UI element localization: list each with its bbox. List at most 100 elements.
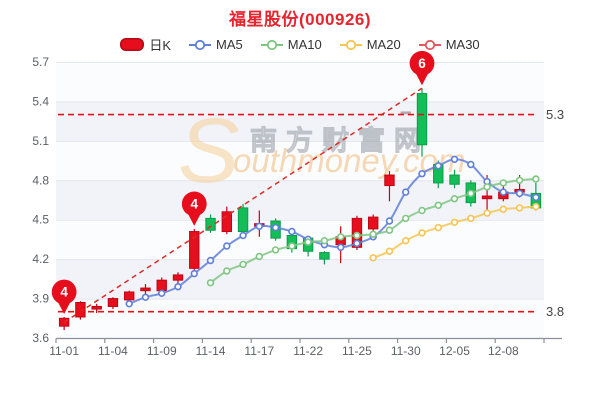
ma5-point: [532, 193, 540, 202]
y-axis-label: 5.4: [32, 94, 49, 108]
ma-line-marker-icon: [339, 39, 362, 50]
candle: [189, 231, 200, 269]
x-axis-label: 11-04: [98, 344, 128, 358]
candlestick-series: [58, 88, 542, 331]
ma-line-marker-icon: [189, 39, 212, 50]
ma10-point: [418, 206, 426, 215]
ma10-point: [271, 246, 280, 254]
candle: [58, 317, 70, 327]
ma5-point: [255, 222, 263, 231]
ma5-point: [450, 155, 459, 164]
band: [56, 62, 544, 102]
candle: [498, 191, 509, 200]
watermark-cn-text: 南方财富网: [250, 125, 430, 156]
ma20-point: [450, 218, 459, 227]
candle: [481, 195, 493, 200]
ma10-point: [255, 252, 263, 261]
ma5-point: [483, 177, 491, 186]
ma10-point: [337, 233, 345, 241]
x-axis-label: 11-30: [391, 344, 421, 358]
candle: [205, 217, 216, 231]
ma10-point: [369, 230, 377, 238]
legend-label: MA30: [445, 37, 480, 52]
ma5-point: [158, 289, 166, 297]
ma10-point: [385, 226, 394, 234]
ma10-point: [206, 279, 215, 287]
legend-item-MA20[interactable]: MA20: [339, 37, 401, 52]
ma5-point: [320, 241, 329, 249]
candle: [433, 164, 444, 184]
ma10-point: [402, 214, 410, 223]
ma20-point: [402, 237, 410, 245]
ma5-point: [499, 188, 507, 196]
ma5-point: [125, 300, 133, 308]
balloon-marker-4: [51, 279, 77, 314]
balloon-circle: [51, 279, 77, 305]
candle: [237, 207, 249, 233]
candle: [465, 182, 477, 204]
candle: [124, 291, 135, 301]
candle: [286, 234, 298, 250]
band: [56, 298, 544, 338]
ma20-point: [499, 205, 507, 213]
candle: [91, 305, 102, 310]
ma5-point: [434, 162, 442, 170]
legend-label: MA10: [287, 37, 322, 52]
ma20-path: [372, 205, 536, 259]
ma10-point: [483, 183, 491, 191]
legend-item-K[interactable]: 日K: [120, 35, 171, 54]
legend-item-MA30[interactable]: MA30: [418, 37, 480, 52]
legend-label: 日K: [149, 38, 172, 53]
ma5-point: [304, 235, 312, 244]
legend-item-MA10[interactable]: MA10: [260, 37, 322, 52]
ma5-point: [206, 256, 215, 265]
balloon-label: 6: [418, 56, 426, 71]
candle: [221, 211, 233, 233]
band: [56, 219, 544, 260]
balloon-tail: [187, 212, 202, 226]
watermark-en-text: outhmoney.com: [233, 142, 465, 179]
legend-item-MA5[interactable]: MA5: [189, 37, 243, 52]
x-axis-label: 11-09: [147, 344, 177, 358]
ma20-point: [515, 204, 524, 212]
y-axis-label: 3.6: [32, 331, 49, 345]
ma10-point: [515, 176, 524, 185]
legend: 日K MA5 MA10 MA20 MA30: [0, 35, 600, 54]
ma5-path: [128, 158, 537, 305]
ma20-point: [369, 254, 377, 262]
y-axis-label: 4.2: [32, 252, 49, 266]
y-axis-label: 4.8: [32, 173, 49, 187]
ma5-point: [467, 160, 475, 169]
candle: [384, 174, 395, 187]
x-axis-label: 11-25: [342, 344, 372, 358]
band: [56, 180, 544, 220]
ma5-point: [223, 242, 231, 250]
candle: [351, 217, 363, 248]
candle: [319, 252, 330, 260]
balloon-label: 4: [60, 285, 68, 300]
trend-line: [63, 87, 423, 323]
legend-label: MA20: [366, 37, 401, 52]
kline-swatch-icon: [120, 38, 145, 51]
ma5-point: [385, 217, 394, 225]
y-axis-label: 5.1: [32, 134, 49, 148]
ma5-point: [271, 223, 280, 232]
candle: [530, 192, 542, 209]
ma10-point: [532, 175, 540, 183]
ma5-point: [402, 188, 410, 196]
ma20-point: [467, 214, 475, 223]
candle: [368, 216, 379, 230]
ma5-point: [190, 269, 199, 278]
ma10-point: [320, 237, 329, 245]
ma5-point: [337, 243, 345, 252]
ref-line-label: 5.3: [546, 107, 564, 122]
balloon-circle: [409, 50, 435, 76]
y-axis-label: 5.7: [32, 55, 49, 69]
candle: [270, 220, 281, 239]
balloon-label: 4: [191, 197, 199, 212]
watermark-s-icon: S: [178, 100, 239, 202]
candle: [416, 93, 428, 146]
ma10-point: [288, 242, 296, 250]
